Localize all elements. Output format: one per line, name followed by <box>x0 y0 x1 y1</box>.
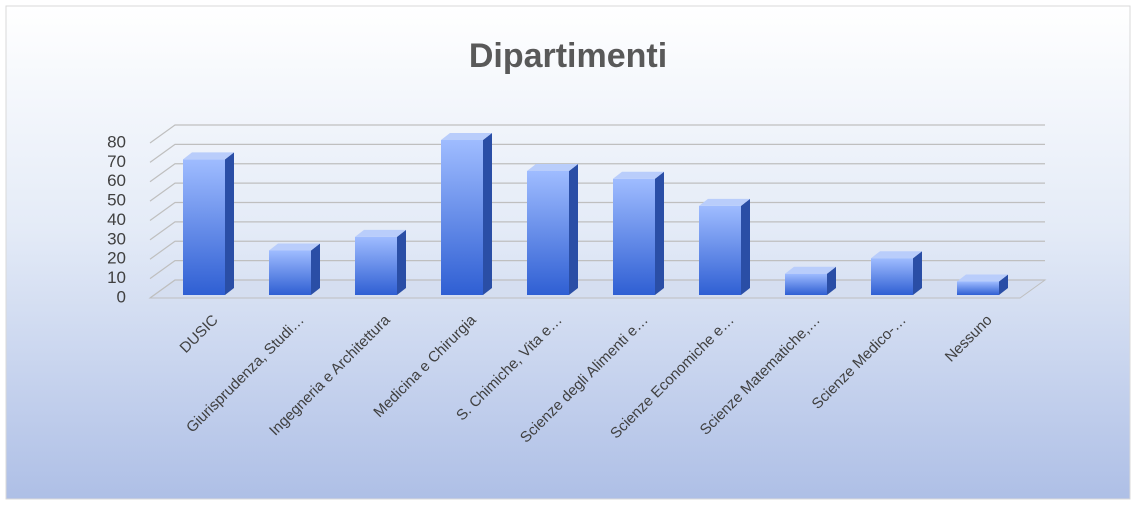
bar <box>699 198 750 295</box>
y-tick-label: 30 <box>107 229 126 248</box>
bar-side <box>311 243 320 295</box>
bar-top <box>527 164 578 171</box>
bar <box>871 251 922 295</box>
bar <box>355 229 406 295</box>
bar-side <box>999 274 1008 295</box>
bar-front <box>699 205 741 295</box>
bar-top <box>355 229 406 237</box>
bar-top <box>183 152 234 160</box>
bar <box>785 266 836 295</box>
grid-line <box>149 182 1045 202</box>
y-tick-label: 10 <box>107 268 126 287</box>
bar-front <box>527 171 569 295</box>
grid-line <box>149 279 1045 299</box>
bar <box>613 171 664 295</box>
bar-top <box>269 243 320 251</box>
y-tick-label: 0 <box>117 287 126 306</box>
bar-side <box>225 152 234 295</box>
bar-front <box>441 140 483 295</box>
grid-line <box>149 240 1045 260</box>
bar-side <box>569 164 578 295</box>
bar-front <box>269 250 311 295</box>
bar-side <box>397 229 406 295</box>
bar-front <box>957 281 999 295</box>
bar-front <box>183 159 225 295</box>
bar-side <box>655 171 664 295</box>
bar <box>527 164 578 295</box>
bar <box>957 274 1008 295</box>
y-tick-label: 80 <box>107 132 126 151</box>
bar-side <box>741 198 750 295</box>
bar-top <box>613 171 664 179</box>
bar-top <box>699 198 750 206</box>
bar-front <box>871 258 913 295</box>
bar-top <box>441 133 492 140</box>
bar-front <box>785 273 827 295</box>
bar <box>441 133 492 295</box>
bar-front <box>355 236 397 295</box>
bar-side <box>913 251 922 295</box>
grid-line <box>149 260 1045 280</box>
bar <box>269 243 320 295</box>
y-tick-label: 50 <box>107 191 126 210</box>
grid-line <box>149 163 1045 183</box>
bar-front <box>613 178 655 295</box>
bar-top <box>957 274 1008 282</box>
bar-top <box>785 266 836 274</box>
grid-line <box>149 124 1045 144</box>
y-tick-label: 70 <box>107 152 126 171</box>
y-tick-label: 20 <box>107 249 126 268</box>
grid-line <box>149 221 1045 241</box>
bar-top <box>871 251 922 259</box>
grid-line <box>149 201 1045 221</box>
bar <box>183 152 234 295</box>
grid-line <box>149 143 1045 163</box>
bar-side <box>827 266 836 295</box>
chart-title: Dipartimenti <box>469 37 667 75</box>
y-tick-label: 40 <box>107 210 126 229</box>
bar-side <box>483 133 492 295</box>
y-tick-label: 60 <box>107 171 126 190</box>
